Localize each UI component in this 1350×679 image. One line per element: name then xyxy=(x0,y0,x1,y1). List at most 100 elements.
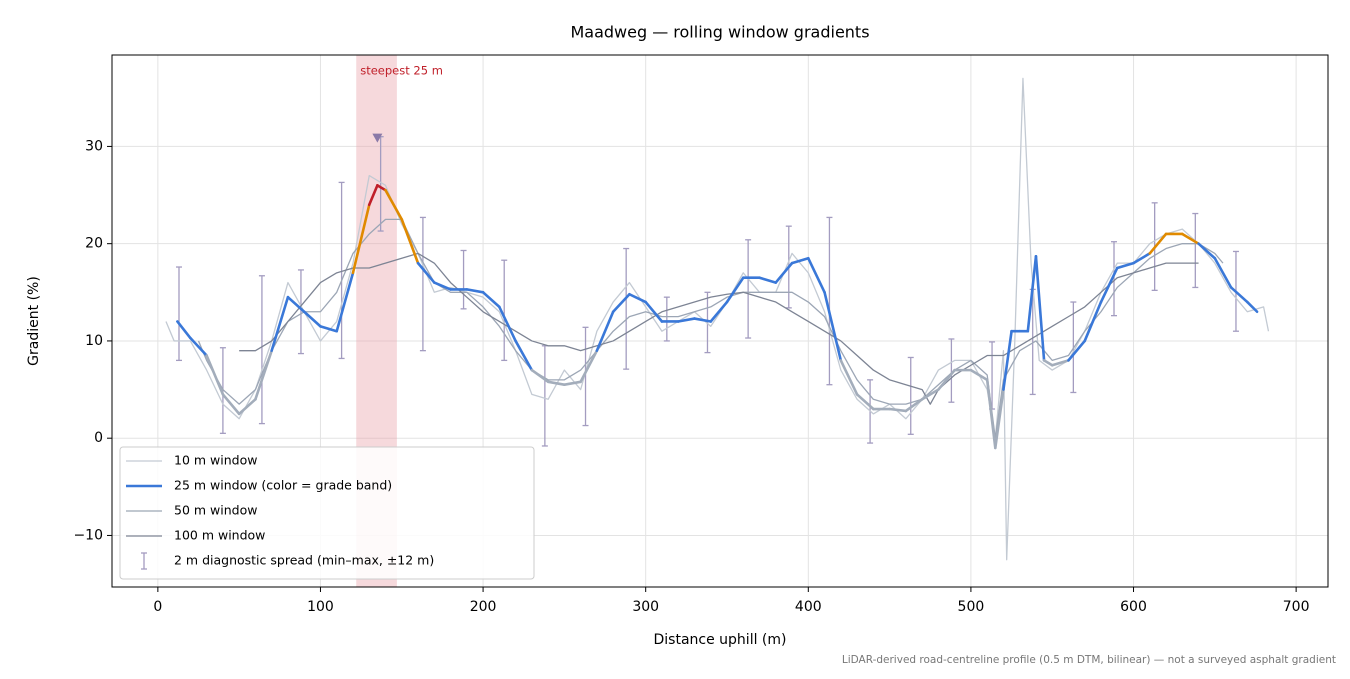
line-segment xyxy=(1229,286,1249,304)
y-tick-label: 30 xyxy=(85,138,103,154)
error-bar xyxy=(623,247,630,370)
line-segment xyxy=(481,291,501,309)
line-segment xyxy=(1197,242,1217,260)
line-segment xyxy=(904,397,924,413)
error-bar xyxy=(1192,212,1199,289)
line-segment xyxy=(1067,339,1087,362)
y-tick-label: 10 xyxy=(85,333,103,349)
line-segment xyxy=(432,281,452,291)
line-segment xyxy=(1246,300,1259,314)
line-segment xyxy=(985,378,997,450)
line-segment xyxy=(416,261,436,284)
line-segment xyxy=(693,317,713,323)
line-segment xyxy=(189,336,208,357)
error-bar xyxy=(907,356,914,435)
error-bar xyxy=(663,296,670,342)
legend-label: 50 m window xyxy=(174,503,257,518)
line-segment xyxy=(855,393,875,411)
line-segment xyxy=(254,349,273,401)
line-segment xyxy=(498,305,517,343)
line-segment xyxy=(1099,266,1119,304)
line-segment xyxy=(302,310,322,328)
error-bar xyxy=(704,291,711,354)
line-segment xyxy=(758,276,778,284)
chart-title: Maadweg — rolling window gradients xyxy=(570,23,869,42)
line-segment xyxy=(1050,359,1070,367)
peak-marker xyxy=(372,133,383,143)
line-segment xyxy=(1132,252,1152,265)
line-segment xyxy=(205,354,225,396)
error-bar xyxy=(338,181,345,360)
line-segment xyxy=(237,397,257,416)
error-bar xyxy=(1111,241,1118,317)
line-segment xyxy=(806,256,826,294)
legend-box xyxy=(119,446,535,580)
line-segment xyxy=(1034,255,1046,362)
y-axis-label: Gradient (%) xyxy=(26,276,42,366)
x-tick-label: 600 xyxy=(1120,599,1147,615)
line-segment xyxy=(676,317,696,323)
line-segment xyxy=(993,388,1005,450)
line-segment xyxy=(376,184,387,192)
line-segment xyxy=(176,320,192,340)
x-tick-label: 100 xyxy=(307,599,334,615)
line-segment xyxy=(937,368,956,391)
y-tick-label: −10 xyxy=(73,527,103,543)
line-segment xyxy=(546,380,566,387)
line xyxy=(239,252,1199,405)
line-segment xyxy=(1002,329,1013,391)
line-segment xyxy=(270,295,290,352)
x-tick-label: 500 xyxy=(958,599,985,615)
line-segment xyxy=(595,310,615,352)
line-segment xyxy=(725,276,745,304)
line-segment xyxy=(465,288,485,294)
line-segment xyxy=(1083,300,1103,343)
x-tick-label: 400 xyxy=(795,599,822,615)
line-segment xyxy=(1213,256,1233,289)
line-segment xyxy=(1181,232,1200,245)
line-segment xyxy=(221,393,241,416)
line-segment xyxy=(400,218,420,265)
line-segment xyxy=(920,388,940,401)
line-segment xyxy=(579,349,599,384)
line-segment xyxy=(563,380,582,387)
line-segment xyxy=(367,184,379,207)
line-segment xyxy=(351,203,371,275)
line-segment xyxy=(1042,359,1054,367)
line xyxy=(197,218,1224,439)
y-tick-label: 20 xyxy=(85,236,103,252)
legend-label: 10 m window xyxy=(174,453,257,468)
legend-label: 100 m window xyxy=(174,528,265,543)
line-segment xyxy=(384,188,404,221)
x-tick-label: 200 xyxy=(470,599,497,615)
line-segment xyxy=(839,359,859,396)
error-bar xyxy=(501,259,508,362)
line-segment xyxy=(969,368,989,382)
line-segment xyxy=(1026,255,1038,333)
error-bar xyxy=(948,338,955,403)
legend-label: 25 m window (color = grade band) xyxy=(174,478,392,493)
line-segment xyxy=(628,292,647,304)
error-bar xyxy=(582,326,589,427)
y-tick-label: 0 xyxy=(94,430,103,446)
error-bar xyxy=(297,269,304,355)
error-bar xyxy=(745,239,752,339)
line-segment xyxy=(319,325,339,333)
line-segment xyxy=(335,271,355,333)
x-tick-label: 700 xyxy=(1283,599,1310,615)
line-segment xyxy=(888,407,908,413)
error-bar xyxy=(419,216,426,352)
line-segment xyxy=(286,295,306,314)
x-axis-label: Distance uphill (m) xyxy=(654,632,787,648)
error-bar xyxy=(258,275,265,425)
x-tick-label: 300 xyxy=(632,599,659,615)
line-segment xyxy=(1148,232,1168,255)
line-segment xyxy=(790,256,810,265)
x-tick-label: 0 xyxy=(153,599,162,615)
line-segment xyxy=(514,339,534,372)
line-segment xyxy=(823,291,843,362)
line-segment xyxy=(611,292,631,314)
error-bar xyxy=(460,249,467,310)
line-segment xyxy=(774,261,794,284)
legend: 10 m window 25 m window (color = grade ba… xyxy=(119,446,535,580)
